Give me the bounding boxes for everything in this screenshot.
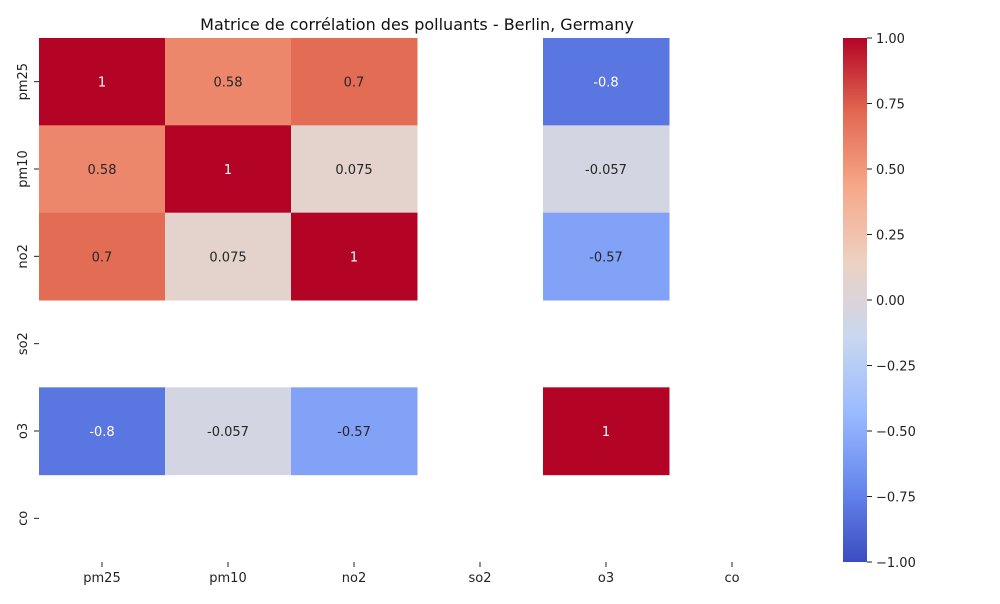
x-tick-label-so2: so2 <box>469 571 492 586</box>
colorbar-tick-label: 0.00 <box>876 294 905 309</box>
y-tick-label-pm25: pm25 <box>16 63 31 100</box>
cell-label-pm10-pm10: 1 <box>224 163 232 178</box>
colorbar-tick-label: −0.25 <box>876 360 916 375</box>
colorbar-tick-label: −0.50 <box>876 425 916 440</box>
y-tick-label-o3: o3 <box>16 423 31 439</box>
x-axis: pm25 pm10 no2 so2 o3 co <box>83 562 740 586</box>
heatmap-cell-no2-pm25 <box>39 212 166 301</box>
heatmap-cell-o3-pm25 <box>39 387 166 476</box>
heatmap-cell-pm25-o3 <box>543 38 670 126</box>
colorbar <box>843 38 867 562</box>
heatmap-cells: 1 0.58 0.7 -0.8 0.58 1 0.075 -0.057 0.7 0.075 1 -0.… <box>39 38 670 476</box>
heatmap-cell-no2-pm10 <box>165 212 292 301</box>
cell-label-pm10-pm25: 0.58 <box>88 163 117 178</box>
colorbar-tick-label: 1.00 <box>876 32 905 47</box>
cell-label-o3-no2: -0.57 <box>337 425 371 440</box>
colorbar-tick-label: −1.00 <box>876 556 916 571</box>
colorbar-tick-label: 0.50 <box>876 163 905 178</box>
heatmap-cell-no2-no2 <box>291 212 418 301</box>
cell-label-no2-pm10: 0.075 <box>209 250 246 265</box>
y-tick-label-pm10: pm10 <box>16 150 31 187</box>
y-tick-label-co: co <box>16 511 31 526</box>
heatmap-cell-pm10-pm10 <box>165 125 292 214</box>
x-tick-label-no2: no2 <box>342 571 366 586</box>
y-axis: pm25 pm10 no2 so2 o3 co <box>16 63 39 526</box>
heatmap-cell-o3-pm10 <box>165 387 292 476</box>
heatmap-cell-pm25-no2 <box>291 38 418 126</box>
cell-label-pm25-pm25: 1 <box>98 76 106 91</box>
cell-label-no2-no2: 1 <box>350 250 358 265</box>
heatmap-cell-pm10-o3 <box>543 125 670 214</box>
y-tick-label-so2: so2 <box>16 332 31 355</box>
heatmap-cell-no2-o3 <box>543 212 670 301</box>
x-tick-label-pm10: pm10 <box>209 571 246 586</box>
cell-label-no2-o3: -0.57 <box>589 250 623 265</box>
heatmap-cell-pm10-pm25 <box>39 125 166 214</box>
heatmap-cell-pm25-pm25 <box>39 38 166 126</box>
cell-label-pm25-no2: 0.7 <box>344 76 365 91</box>
x-tick-label-pm25: pm25 <box>83 571 120 586</box>
heatmap-cell-o3-o3 <box>543 387 670 476</box>
cell-label-pm25-pm10: 0.58 <box>214 76 243 91</box>
colorbar-axis: 1.00 0.75 0.50 0.25 0.00 −0.25 −0.50 −0.75 −1.00 <box>867 32 916 571</box>
heatmap-cell-pm10-no2 <box>291 125 418 214</box>
cell-label-no2-pm25: 0.7 <box>92 250 113 265</box>
x-tick-label-co: co <box>724 571 739 586</box>
heatmap-cell-o3-no2 <box>291 387 418 476</box>
colorbar-tick-label: 0.75 <box>876 98 905 113</box>
cell-label-pm25-o3: -0.8 <box>593 76 618 91</box>
chart-title: Matrice de corrélation des polluants - B… <box>200 15 634 34</box>
colorbar-tick-label: −0.75 <box>876 491 916 506</box>
cell-label-o3-o3: 1 <box>602 425 610 440</box>
cell-label-pm10-no2: 0.075 <box>335 163 372 178</box>
cell-label-o3-pm25: -0.8 <box>89 425 114 440</box>
cell-label-o3-pm10: -0.057 <box>207 425 249 440</box>
x-tick-label-o3: o3 <box>598 571 614 586</box>
y-tick-label-no2: no2 <box>16 244 31 268</box>
cell-label-pm10-o3: -0.057 <box>585 163 627 178</box>
heatmap-cell-pm25-pm10 <box>165 38 292 126</box>
colorbar-tick-label: 0.25 <box>876 229 905 244</box>
